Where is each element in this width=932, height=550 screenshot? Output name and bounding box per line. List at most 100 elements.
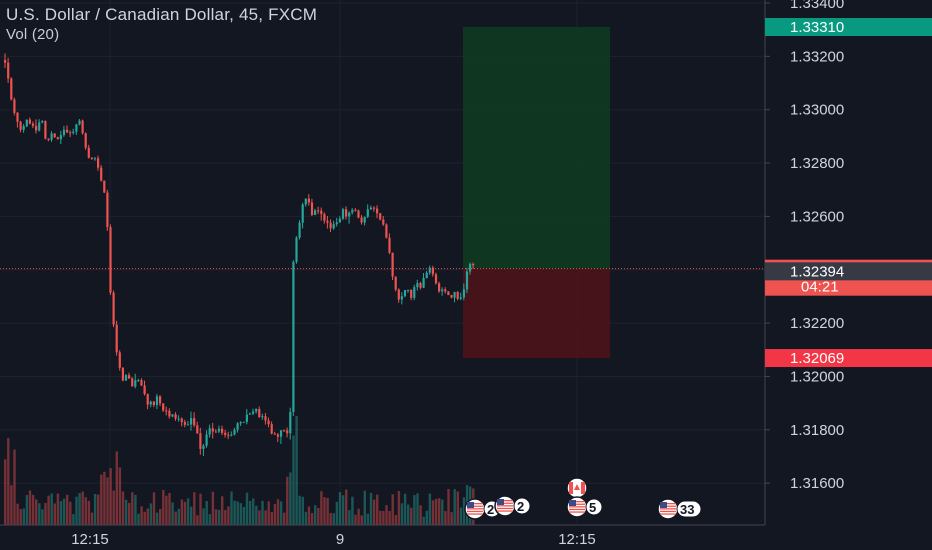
volume-bar xyxy=(165,495,168,525)
volume-bar xyxy=(224,510,227,525)
candlestick-series xyxy=(4,53,475,456)
volume-bar xyxy=(289,472,292,525)
volume-bars xyxy=(4,415,475,525)
profit-zone[interactable] xyxy=(463,27,610,269)
loss-zone[interactable] xyxy=(463,268,610,359)
volume-bar xyxy=(416,493,419,525)
candle-body xyxy=(118,352,121,368)
event-marker-us-2[interactable]: 2 xyxy=(494,495,531,517)
candle-body xyxy=(379,213,382,220)
target-price-tag[interactable]: 1.33310 xyxy=(765,18,932,37)
candle-body xyxy=(348,212,351,217)
candle-body xyxy=(447,291,450,295)
volume-bar xyxy=(217,509,221,525)
candle-body xyxy=(19,121,22,130)
candle-body xyxy=(134,380,137,387)
volume-bar xyxy=(193,492,196,525)
candle-body xyxy=(87,147,90,158)
volume-bar xyxy=(50,493,53,525)
candle-body xyxy=(450,294,453,298)
candle-body xyxy=(394,276,397,290)
volume-bar xyxy=(97,494,100,525)
volume-bar xyxy=(341,495,345,525)
symbol-title[interactable]: U.S. Dollar / Canadian Dollar, 45, FXCM xyxy=(6,5,318,24)
candle-body xyxy=(372,207,376,209)
volume-bar xyxy=(295,415,298,525)
event-marker-ca[interactable] xyxy=(566,477,588,499)
candle-body xyxy=(403,290,407,297)
volume-bar xyxy=(434,498,438,525)
volume-bar xyxy=(78,493,81,525)
volume-bar xyxy=(456,491,459,525)
candle-body xyxy=(177,418,180,420)
volume-bar xyxy=(400,503,404,525)
candle-body xyxy=(323,214,326,221)
candle-body xyxy=(56,137,59,140)
candle-body xyxy=(295,237,298,262)
volume-bar xyxy=(41,509,44,525)
volume-bar xyxy=(109,468,112,525)
volume-bar xyxy=(419,505,422,525)
candle-body xyxy=(462,289,465,298)
volume-bar xyxy=(307,506,311,525)
candle-body xyxy=(168,410,171,417)
time-axis-background[interactable] xyxy=(0,525,765,550)
candle-body xyxy=(16,112,19,122)
volume-bar xyxy=(292,435,295,525)
volume-bar xyxy=(236,501,239,525)
candle-body xyxy=(264,416,267,421)
candle-body xyxy=(233,429,236,435)
volume-bar xyxy=(84,497,87,525)
event-marker-us-3[interactable]: 5 xyxy=(566,496,603,518)
price-axis[interactable]: 1.33400 1.33200 1.33000 1.32800 1.32600 1.322… xyxy=(765,0,844,492)
candle-body xyxy=(221,428,224,433)
volume-bar xyxy=(35,499,38,525)
candle-body xyxy=(459,297,462,299)
volume-bar xyxy=(425,510,428,525)
volume-bar xyxy=(38,503,41,525)
volume-bar xyxy=(177,508,180,525)
candle-body xyxy=(292,261,295,412)
candle-body xyxy=(4,60,7,63)
candle-body xyxy=(410,289,413,298)
volume-bar xyxy=(202,508,205,525)
volume-bar xyxy=(329,512,332,525)
event-markers[interactable]: 2 2 5 33 xyxy=(464,477,702,520)
stop-price-tag[interactable]: 1.32069 xyxy=(765,349,932,368)
candle-body xyxy=(174,414,177,419)
volume-bar xyxy=(19,509,22,525)
volume-bar xyxy=(72,514,75,525)
price-tick-label: 1.32000 xyxy=(790,368,844,385)
volume-bar xyxy=(276,499,280,525)
volume-bar xyxy=(62,498,66,525)
candle-body xyxy=(307,198,310,203)
volume-bar xyxy=(351,496,354,525)
long-position-tool[interactable] xyxy=(463,27,610,359)
volume-bar xyxy=(376,494,379,525)
candle-body xyxy=(183,422,186,425)
event-marker-us-4[interactable]: 33 xyxy=(657,498,702,520)
volume-bar xyxy=(180,499,184,525)
volume-indicator-label[interactable]: Vol (20) xyxy=(6,26,60,43)
candle-body xyxy=(413,287,416,298)
time-tick-label: 12:15 xyxy=(71,531,109,548)
candle-body xyxy=(78,120,81,125)
volume-bar xyxy=(314,505,317,525)
candle-body xyxy=(434,274,438,284)
bid-price-tag[interactable]: 1.32394 xyxy=(765,262,932,281)
candle-body xyxy=(146,394,149,405)
candle-body xyxy=(180,418,183,423)
volume-bar xyxy=(444,511,447,525)
candle-body xyxy=(317,210,320,212)
volume-bar xyxy=(245,492,249,525)
candle-body xyxy=(444,289,447,292)
volume-bar xyxy=(267,501,270,525)
candle-body xyxy=(13,99,16,113)
volume-bar xyxy=(239,503,242,525)
time-axis[interactable]: 12:15 9 12:15 xyxy=(71,531,596,548)
candle-body xyxy=(261,416,264,418)
volume-bar xyxy=(283,512,286,525)
volume-bar xyxy=(450,512,453,525)
